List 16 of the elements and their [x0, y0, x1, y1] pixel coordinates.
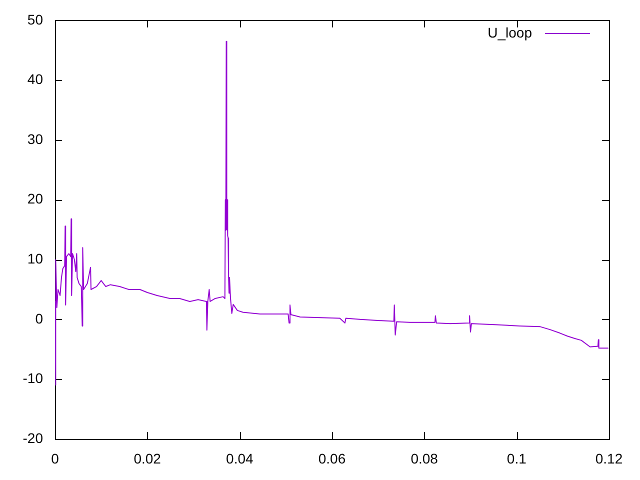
x-tick-label: 0.02 [134, 450, 162, 466]
legend-label: U_loop [488, 24, 532, 40]
y-tick-label: -10 [22, 370, 44, 386]
y-tick-label: -20 [22, 430, 44, 446]
y-tick-label: 10 [27, 250, 44, 266]
y-tick-label: 20 [27, 190, 44, 207]
y-tick-label: 0 [35, 310, 44, 326]
x-tick-label: 0 [51, 450, 60, 466]
x-tick-label: 0.06 [318, 450, 346, 466]
y-tick-label: 50 [27, 11, 44, 28]
x-tick-label: 0.08 [410, 450, 438, 466]
x-tick-label: 0.12 [595, 450, 623, 466]
x-tick-label: 0.1 [506, 450, 527, 466]
y-tick-label: 30 [27, 130, 44, 147]
y-tick-label: 40 [27, 71, 44, 88]
x-tick-label: 0.04 [226, 450, 254, 466]
